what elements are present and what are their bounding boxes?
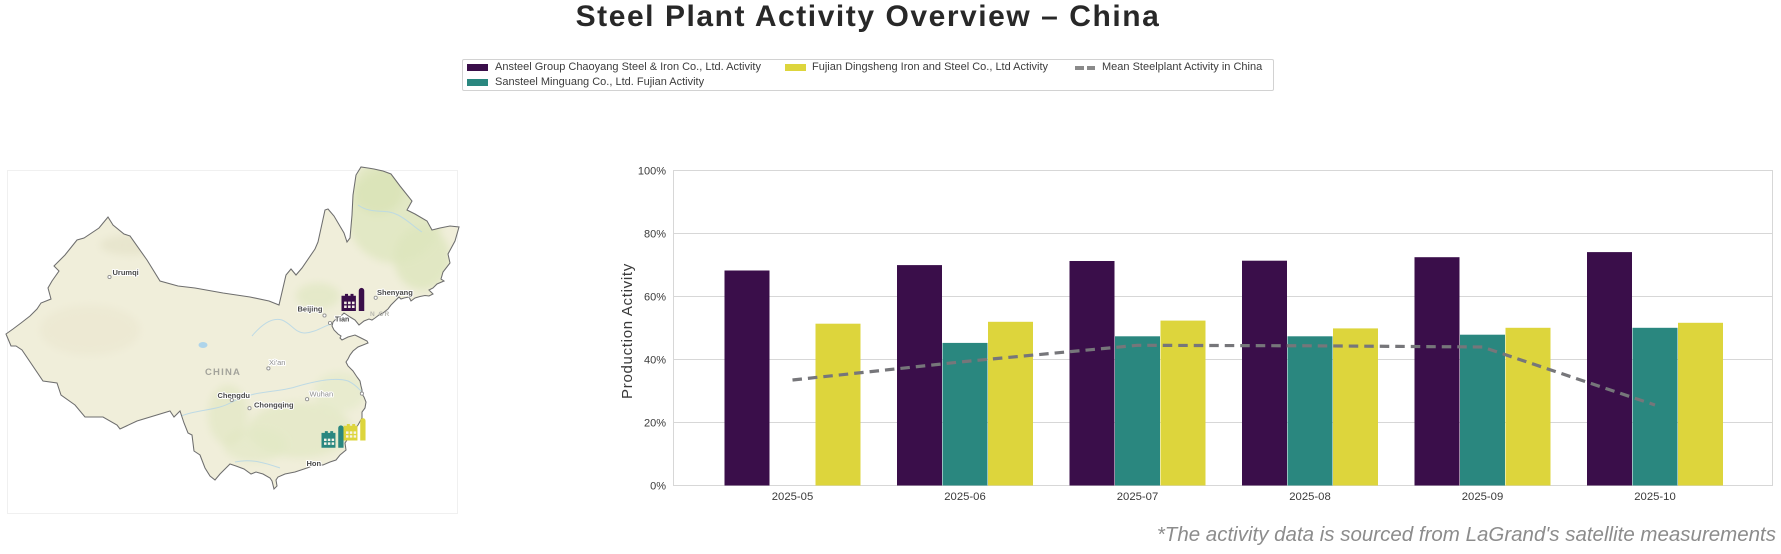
svg-text:2025-07: 2025-07	[1117, 491, 1158, 503]
svg-text:Production Activity: Production Activity	[619, 263, 636, 399]
svg-text:Shenyang: Shenyang	[377, 288, 413, 297]
svg-text:Hon: Hon	[307, 459, 322, 468]
svg-text:60%: 60%	[644, 292, 666, 304]
svg-text:Xi'an: Xi'an	[269, 358, 285, 367]
svg-text:0%: 0%	[650, 481, 666, 493]
svg-text:100%: 100%	[638, 166, 666, 178]
svg-text:Tian: Tian	[335, 317, 349, 324]
svg-text:80%: 80%	[644, 229, 666, 241]
svg-text:2025-06: 2025-06	[944, 491, 985, 503]
svg-text:Urumqi: Urumqi	[113, 268, 139, 277]
svg-text:Beijing: Beijing	[297, 305, 322, 314]
svg-text:20%: 20%	[644, 418, 666, 430]
svg-text:40%: 40%	[644, 355, 666, 367]
svg-text:Chongqing: Chongqing	[254, 401, 294, 410]
svg-text:2025-08: 2025-08	[1289, 491, 1330, 503]
svg-text:Chengdu: Chengdu	[218, 391, 251, 400]
svg-text:CHINA: CHINA	[205, 367, 241, 378]
svg-text:2025-05: 2025-05	[772, 491, 813, 503]
svg-text:N OR: N OR	[370, 311, 390, 318]
svg-text:2025-09: 2025-09	[1462, 491, 1503, 503]
svg-text:2025-10: 2025-10	[1634, 491, 1675, 503]
svg-text:Wuhan: Wuhan	[310, 390, 334, 399]
